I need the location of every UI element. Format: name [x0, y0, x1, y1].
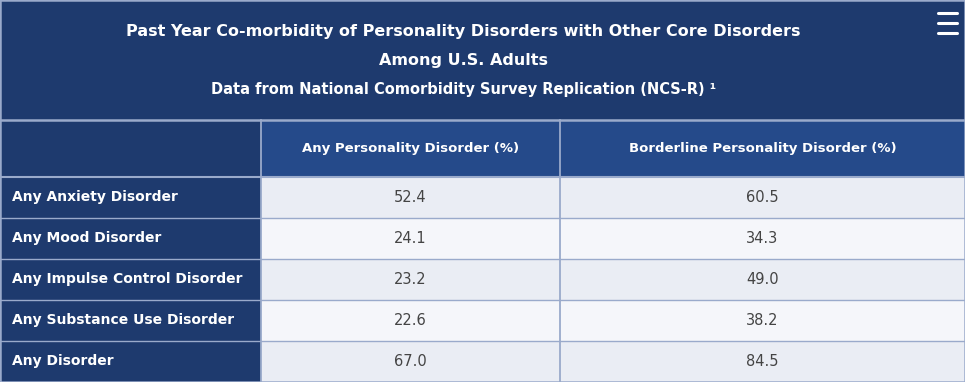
Bar	[560, 300, 965, 341]
Text: 24.1: 24.1	[394, 231, 427, 246]
Text: Any Mood Disorder: Any Mood Disorder	[12, 231, 161, 245]
Text: 34.3: 34.3	[746, 231, 779, 246]
Bar	[0, 341, 261, 382]
Bar	[0, 259, 261, 300]
Text: 60.5: 60.5	[746, 190, 779, 205]
Text: 22.6: 22.6	[394, 313, 427, 328]
Bar	[560, 341, 965, 382]
Text: Among U.S. Adults: Among U.S. Adults	[378, 53, 548, 68]
Bar	[261, 341, 560, 382]
Bar	[0, 218, 261, 259]
Text: Past Year Co-morbidity of Personality Disorders with Other Core Disorders: Past Year Co-morbidity of Personality Di…	[126, 24, 800, 39]
Bar	[261, 300, 560, 341]
Text: 38.2: 38.2	[746, 313, 779, 328]
Text: 52.4: 52.4	[394, 190, 427, 205]
Text: Any Personality Disorder (%): Any Personality Disorder (%)	[302, 142, 519, 155]
Bar	[0, 300, 261, 341]
Bar	[560, 120, 965, 177]
Bar	[261, 259, 560, 300]
Bar	[560, 259, 965, 300]
Bar	[0, 0, 965, 120]
Text: 84.5: 84.5	[746, 354, 779, 369]
Bar	[261, 218, 560, 259]
Bar	[261, 177, 560, 218]
Text: Any Impulse Control Disorder: Any Impulse Control Disorder	[12, 272, 242, 286]
Text: Data from National Comorbidity Survey Replication (NCS-R) ¹: Data from National Comorbidity Survey Re…	[210, 82, 716, 97]
Bar	[261, 120, 560, 177]
Bar	[0, 120, 261, 177]
Text: Borderline Personality Disorder (%): Borderline Personality Disorder (%)	[628, 142, 896, 155]
Text: 67.0: 67.0	[394, 354, 427, 369]
Text: Any Anxiety Disorder: Any Anxiety Disorder	[12, 190, 178, 204]
Text: 23.2: 23.2	[394, 272, 427, 287]
Bar	[560, 177, 965, 218]
Text: Any Disorder: Any Disorder	[12, 354, 113, 369]
Text: Any Substance Use Disorder: Any Substance Use Disorder	[12, 314, 234, 327]
Bar	[0, 177, 261, 218]
Bar	[560, 218, 965, 259]
Text: 49.0: 49.0	[746, 272, 779, 287]
